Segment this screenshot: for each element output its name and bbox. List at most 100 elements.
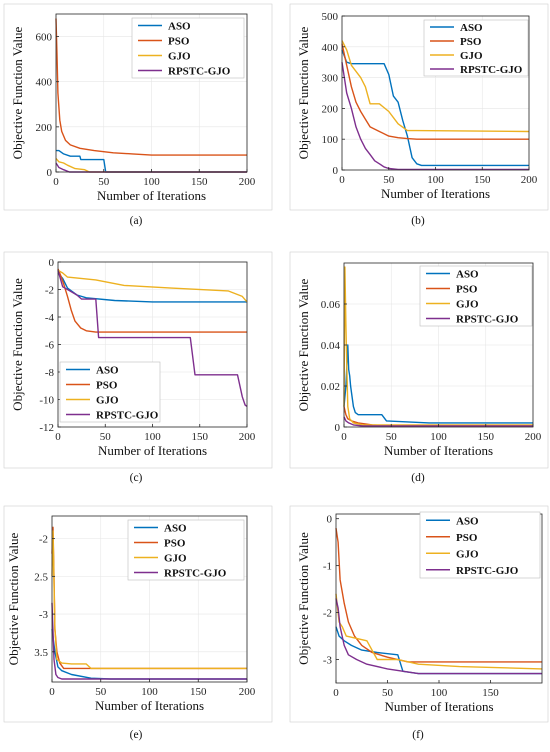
- x-tick-label: 100: [144, 431, 161, 443]
- y-tick-label: -2: [323, 608, 332, 620]
- x-tick-label: 0: [341, 431, 347, 443]
- x-axis-label: Number of Iterations: [95, 698, 204, 713]
- y-tick-label: 0: [327, 514, 333, 526]
- y-tick-label: 0: [335, 422, 341, 434]
- panel-border: [3, 251, 273, 469]
- series-line: [55, 18, 247, 156]
- y-axis-label: Objective Function Value: [10, 26, 25, 159]
- x-axis-label: Number of Iterations: [384, 443, 493, 458]
- legend: ASO PSO GJO RPSTC-GJO: [419, 265, 533, 327]
- x-axis-label: Number of Iterations: [98, 443, 207, 458]
- series-line: [57, 272, 247, 303]
- x-tick-label: 50: [386, 431, 398, 443]
- y-tick-label: -1: [323, 561, 332, 573]
- x-tick-label: 150: [191, 176, 208, 188]
- y-tick-label: 600: [36, 32, 53, 44]
- y-tick-label: -2: [39, 534, 48, 546]
- panel-caption: (b): [411, 215, 425, 227]
- x-tick-label: 50: [100, 431, 112, 443]
- legend-entry: PSO: [168, 36, 190, 48]
- panel-caption: (d): [411, 472, 425, 484]
- legend-entry: RPSTC-GJO: [168, 66, 231, 78]
- legend-entry: PSO: [460, 36, 482, 48]
- legend: ASO PSO GJO RPSTC-GJO: [59, 361, 161, 423]
- legend-entry: PSO: [164, 538, 186, 550]
- y-tick-label: 500: [322, 11, 339, 23]
- series-line: [335, 527, 542, 663]
- y-axis-label: Objective Function Value: [6, 532, 21, 665]
- x-tick-label: 150: [190, 686, 207, 698]
- x-tick-label: 0: [333, 687, 339, 699]
- legend-entry: GJO: [456, 299, 479, 311]
- legend-entry: GJO: [460, 50, 483, 62]
- series-line: [51, 530, 247, 670]
- x-tick-label: 50: [383, 174, 395, 186]
- x-axis-label: Number of Iterations: [384, 699, 493, 714]
- x-tick-label: 100: [427, 174, 444, 186]
- legend-entry: RPSTC-GJO: [96, 410, 159, 422]
- legend-entry: ASO: [456, 515, 479, 527]
- legend-box: [423, 19, 529, 77]
- panel-border: [289, 251, 549, 469]
- legend: ASO PSO GJO RPSTC-GJO: [419, 511, 541, 579]
- chart-panel: 0 50 100 150 200 0 200 400 600 Number of Iteratio…: [3, 3, 273, 211]
- legend-entry: PSO: [456, 284, 478, 296]
- y-axis-label: Objective Function Value: [296, 532, 311, 665]
- legend-entry: PSO: [96, 380, 118, 392]
- x-tick-label: 0: [55, 431, 61, 443]
- legend-entry: ASO: [164, 523, 187, 535]
- x-tick-label: 150: [192, 431, 209, 443]
- x-tick-label: 100: [141, 686, 158, 698]
- legend-box: [419, 265, 533, 327]
- y-tick-label: 100: [322, 134, 339, 146]
- y-tick-label: -8: [45, 367, 55, 379]
- y-axis-label: Objective Function Value: [10, 278, 25, 411]
- y-tick-label: 0: [47, 167, 53, 179]
- legend: ASO PSO GJO RPSTC-GJO: [423, 19, 529, 77]
- series-line: [335, 626, 542, 675]
- chart-panel: 0 50 100 150 200 0 100 200 300 400 500 Number of It…: [289, 3, 549, 211]
- legend-entry: ASO: [168, 21, 191, 33]
- panel-caption: (e): [130, 729, 143, 741]
- legend-box: [131, 17, 245, 79]
- series-line: [51, 602, 247, 680]
- legend-entry: GJO: [456, 548, 479, 560]
- y-tick-label: 0: [333, 165, 339, 177]
- series-line: [341, 40, 530, 133]
- y-tick-label: -10: [39, 395, 54, 407]
- legend-entry: ASO: [96, 365, 119, 377]
- y-tick-label: -6: [45, 340, 55, 352]
- x-tick-label: 100: [143, 176, 160, 188]
- y-tick-label: 200: [322, 103, 339, 115]
- panel-caption: (a): [130, 215, 143, 227]
- series-line: [341, 43, 529, 140]
- series-line: [341, 49, 529, 167]
- series-line: [57, 270, 248, 407]
- y-tick-label: 0.04: [321, 340, 341, 352]
- y-tick-label: 200: [36, 122, 53, 134]
- y-tick-label: 0.06: [321, 299, 341, 311]
- chart-panel: 0 50 100 150 200 0 -2 -4 -6 -8 -10 -12 Number of Ite…: [3, 251, 273, 469]
- legend-box: [419, 511, 541, 579]
- series-line: [343, 344, 533, 424]
- series-line: [335, 593, 543, 670]
- x-tick-label: 50: [382, 687, 394, 699]
- legend-entry: GJO: [168, 51, 191, 63]
- y-tick-label: 400: [36, 77, 53, 89]
- panel-caption: (f): [412, 729, 424, 741]
- x-tick-label: 50: [98, 176, 110, 188]
- x-tick-label: 150: [478, 431, 495, 443]
- series-line: [335, 598, 542, 675]
- x-tick-label: 100: [431, 687, 448, 699]
- chart-panel: 0 50 100 150 200 -2 2.5 -3 3.5 Number of Iteratio…: [3, 505, 273, 723]
- legend-entry: ASO: [456, 269, 479, 281]
- y-tick-label: 3.5: [34, 647, 48, 659]
- legend-box: [59, 361, 161, 423]
- x-tick-label: 200: [239, 431, 256, 443]
- legend-entry: GJO: [96, 395, 119, 407]
- y-tick-label: 300: [322, 73, 339, 85]
- y-tick-label: 400: [322, 42, 339, 54]
- legend-entry: RPSTC-GJO: [456, 565, 519, 577]
- series-line: [57, 268, 247, 333]
